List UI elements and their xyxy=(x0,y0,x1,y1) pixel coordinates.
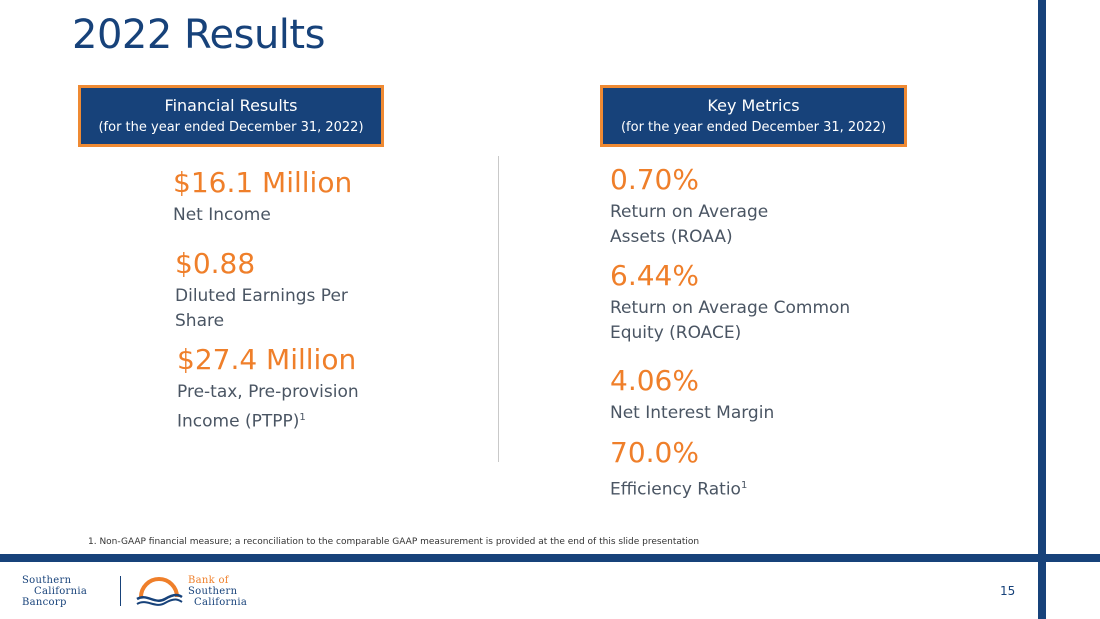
metric-label: Efficiency Ratio1 xyxy=(610,479,748,500)
footnote-marker: 1 xyxy=(740,479,748,491)
metric-value: $0.88 xyxy=(175,247,256,280)
financial-results-header-title: Financial Results xyxy=(164,96,298,115)
metric-value: 70.0% xyxy=(610,436,699,469)
metric-net-interest-margin: 4.06% Net Interest Margin xyxy=(610,364,775,426)
metric-diluted-eps: $0.88 Diluted Earnings Per Share xyxy=(175,247,348,334)
metric-value: $16.1 Million xyxy=(173,166,353,199)
metric-value: 0.70% xyxy=(610,163,699,196)
southern-california-bancorp-logo: Southern California Bancorp xyxy=(22,575,88,608)
metric-value: 4.06% xyxy=(610,364,699,397)
financial-results-header-subtitle: (for the year ended December 31, 2022) xyxy=(98,120,364,135)
bank-arc-icon xyxy=(136,577,183,606)
metric-label: Diluted Earnings Per Share xyxy=(175,285,348,331)
metric-efficiency-ratio: 70.0% Efficiency Ratio1 xyxy=(610,436,748,502)
metric-label: Net Income xyxy=(173,204,271,225)
bank-of-southern-california-logo: Bank of Southern California xyxy=(188,575,248,608)
metric-label: Pre-tax, Pre-provision Income (PTPP)1 xyxy=(177,381,359,432)
page-number: 15 xyxy=(1000,584,1016,598)
key-metrics-header-title: Key Metrics xyxy=(707,96,800,115)
metric-label: Return on Average Assets (ROAA) xyxy=(610,201,769,247)
metric-net-income: $16.1 Million Net Income xyxy=(173,166,353,228)
footnote-text: 1. Non-GAAP financial measure; a reconci… xyxy=(88,537,700,547)
metric-value: $27.4 Million xyxy=(177,343,357,376)
logo-separator xyxy=(120,576,121,606)
metric-value: 6.44% xyxy=(610,259,699,292)
metric-roace: 6.44% Return on Average Common Equity (R… xyxy=(610,259,851,346)
financial-results-header: Financial Results (for the year ended De… xyxy=(78,85,384,147)
metric-label: Net Interest Margin xyxy=(610,402,775,423)
page-title: 2022 Results xyxy=(72,12,325,58)
column-divider xyxy=(498,156,499,462)
right-accent-bar xyxy=(1038,0,1046,619)
key-metrics-header: Key Metrics (for the year ended December… xyxy=(600,85,907,147)
metric-label: Return on Average Common Equity (ROACE) xyxy=(610,297,851,343)
metric-ptpp: $27.4 Million Pre-tax, Pre-provision Inc… xyxy=(177,343,359,434)
footnote-marker: 1 xyxy=(299,411,306,423)
key-metrics-header-subtitle: (for the year ended December 31, 2022) xyxy=(620,120,887,135)
bottom-accent-bar xyxy=(0,554,1100,562)
metric-roaa: 0.70% Return on Average Assets (ROAA) xyxy=(610,163,769,250)
